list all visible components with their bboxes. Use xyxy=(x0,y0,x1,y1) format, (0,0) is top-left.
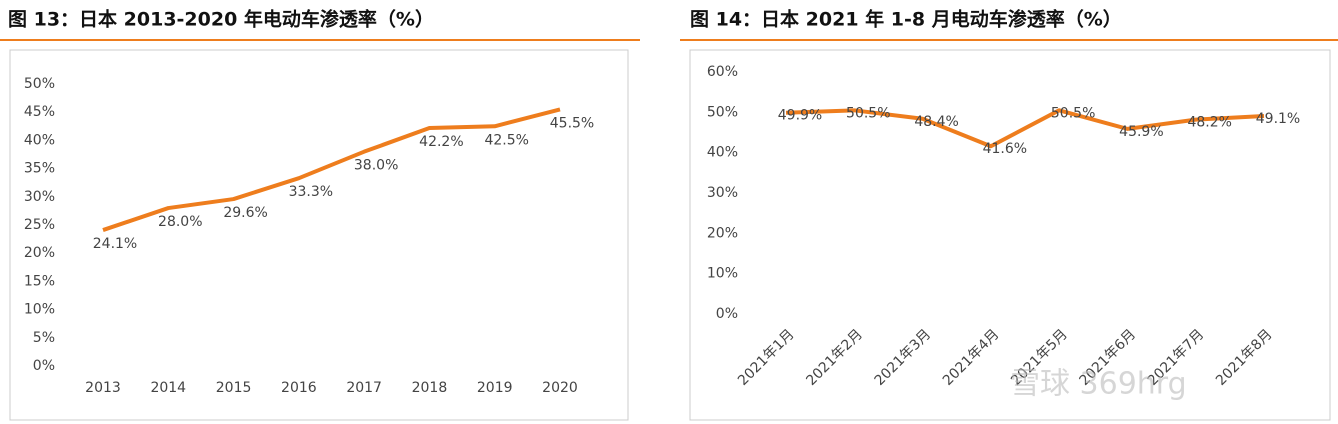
y-tick-label: 20% xyxy=(707,225,738,241)
value-label: 45.5% xyxy=(550,115,594,131)
y-tick-label: 60% xyxy=(707,64,738,80)
value-label: 28.0% xyxy=(158,214,202,230)
line xyxy=(102,107,561,232)
value-label: 42.2% xyxy=(419,134,463,150)
x-tick-label: 2019 xyxy=(477,380,513,396)
y-tick-label: 10% xyxy=(707,266,738,282)
y-tick-label: 40% xyxy=(707,145,738,161)
y-tick-label: 35% xyxy=(24,161,55,177)
x-tick-label: 2013 xyxy=(85,380,121,396)
x-tick-label: 2016 xyxy=(281,380,317,396)
value-label: 38.0% xyxy=(354,158,398,174)
x-tick-label: 2021年1月 xyxy=(735,326,798,389)
y-tick-label: 5% xyxy=(33,330,55,346)
value-label: 50.5% xyxy=(1051,105,1095,121)
y-tick-label: 25% xyxy=(24,217,55,233)
y-tick-label: 45% xyxy=(24,104,55,120)
x-tick-label: 2014 xyxy=(150,380,186,396)
y-tick-label: 0% xyxy=(33,358,55,374)
y-tick-label: 30% xyxy=(24,189,55,205)
x-tick-label: 2018 xyxy=(412,380,448,396)
watermark: 雪球 369hrg xyxy=(1010,367,1187,402)
panel xyxy=(9,49,629,421)
chart-title: 图 13：日本 2013-2020 年电动车渗透率（%） xyxy=(8,8,434,31)
value-label: 49.9% xyxy=(778,108,822,124)
y-tick-label: 40% xyxy=(24,132,55,148)
x-tick-label: 2021年4月 xyxy=(940,326,1003,389)
panel xyxy=(689,49,1331,421)
x-tick-label: 2021年3月 xyxy=(872,326,935,389)
value-label: 48.2% xyxy=(1187,115,1231,131)
value-label: 29.6% xyxy=(223,205,267,221)
value-label: 45.9% xyxy=(1119,124,1163,140)
x-tick-label: 2017 xyxy=(346,380,382,396)
line xyxy=(785,108,1265,149)
value-label: 42.5% xyxy=(484,132,528,148)
chart-title: 图 14：日本 2021 年 1-8 月电动车渗透率（%） xyxy=(690,8,1122,31)
y-tick-label: 0% xyxy=(716,306,738,322)
y-tick-label: 50% xyxy=(707,104,738,120)
value-label: 48.4% xyxy=(914,114,958,130)
y-tick-label: 50% xyxy=(24,76,55,92)
x-tick-label: 2021年8月 xyxy=(1213,326,1276,389)
value-label: 24.1% xyxy=(93,236,137,252)
value-label: 33.3% xyxy=(289,184,333,200)
value-label: 50.5% xyxy=(846,105,890,121)
x-tick-label: 2021年2月 xyxy=(803,326,866,389)
y-tick-label: 10% xyxy=(24,302,55,318)
value-label: 41.6% xyxy=(983,141,1027,157)
y-tick-label: 20% xyxy=(24,245,55,261)
value-label: 49.1% xyxy=(1256,111,1300,127)
y-tick-label: 30% xyxy=(707,185,738,201)
y-tick-label: 15% xyxy=(24,273,55,289)
x-tick-label: 2020 xyxy=(542,380,578,396)
x-tick-label: 2015 xyxy=(216,380,252,396)
